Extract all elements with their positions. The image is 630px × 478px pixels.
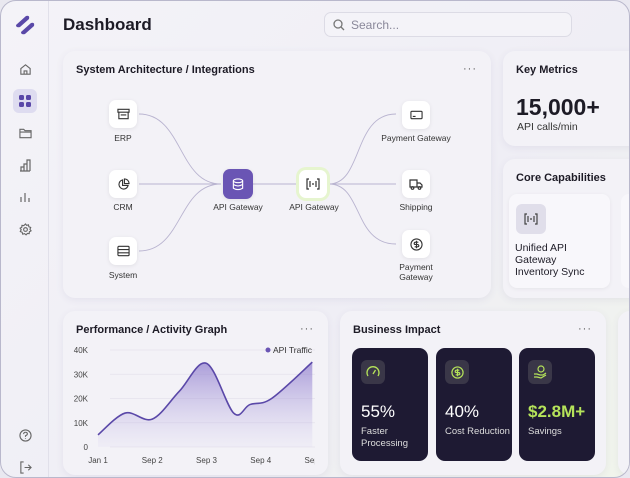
x-tick-label: Jan 1: [88, 456, 108, 465]
nav-folder[interactable]: [13, 121, 37, 145]
speedometer-icon: [361, 360, 385, 384]
metric-value: 15,000+: [516, 94, 600, 120]
gateway-label: API Gateway: [289, 202, 339, 212]
connection-lines: [138, 113, 397, 252]
partial-card: [618, 311, 629, 475]
impact-tile-savings: $2.8M+ Savings: [519, 348, 595, 461]
capability-item[interactable]: Unified API Gateway Inventory Sync: [509, 194, 610, 288]
nav-home[interactable]: [13, 57, 37, 81]
series-line: [97, 361, 313, 436]
store-icon: [116, 108, 130, 120]
help-button[interactable]: [13, 423, 37, 447]
capabilities-title: Core Capabilities: [516, 172, 606, 184]
capability-item-partial[interactable]: [621, 194, 629, 288]
nav-analytics[interactable]: [13, 185, 37, 209]
bar-chart-icon: [20, 158, 31, 172]
hand-coin-icon: [528, 360, 552, 384]
truck-icon: [409, 178, 423, 190]
performance-card: Performance / Activity Graph ··· 0 10K 20K…: [63, 311, 328, 475]
key-metrics-card: Key Metrics 15,000+ API calls/min: [503, 51, 629, 146]
metric-label: API calls/min: [517, 121, 578, 133]
folder-icon: [18, 128, 32, 139]
x-tick-label: Sep 4: [250, 456, 271, 465]
dollar-cycle-icon: [445, 360, 469, 384]
home-icon: [19, 63, 31, 75]
payment-gateway-label: Payment Gateway: [399, 262, 433, 282]
search-placeholder: Search...: [351, 17, 400, 32]
system-node[interactable]: [109, 237, 137, 265]
payment-gateway-node[interactable]: [402, 230, 430, 258]
server-icon: [116, 245, 130, 257]
y-tick-label: 0: [84, 443, 89, 452]
more-options-button[interactable]: ···: [578, 323, 592, 335]
search-input[interactable]: Search...: [324, 12, 572, 37]
shipping-node[interactable]: [402, 170, 430, 198]
gateway-node[interactable]: [299, 170, 327, 198]
api-bracket-icon: [516, 204, 546, 234]
credit-card-icon: [409, 110, 423, 120]
legend-label: API Traffic: [273, 345, 313, 355]
api-bracket-icon: [306, 178, 320, 190]
database-icon: [232, 177, 244, 190]
impact-label: Savings: [528, 426, 562, 437]
system-label: System: [108, 270, 138, 280]
dollar-icon: [409, 237, 423, 251]
logout-button[interactable]: [13, 455, 37, 477]
nav-dashboard[interactable]: [13, 89, 37, 113]
crm-node[interactable]: [109, 170, 137, 198]
metrics-title: Key Metrics: [516, 64, 578, 76]
y-tick-label: 10K: [74, 419, 89, 428]
page-title: Dashboard: [63, 15, 152, 34]
logout-icon: [19, 460, 32, 474]
shipping-label: Shipping: [399, 202, 433, 212]
payment-label: Payment Gateway: [381, 133, 451, 143]
nav-settings[interactable]: [13, 217, 37, 241]
activity-chart: 0 10K 20K 30K 40K Jan 1 Sep 2 Sep 3 Sep 4 Sep 5 AP…: [74, 345, 326, 465]
series-area: [98, 362, 313, 447]
y-tick-label: 30K: [74, 370, 89, 379]
y-tick-label: 20K: [74, 395, 89, 404]
impact-label: Cost Reduction: [445, 426, 510, 437]
impact-title: Business Impact: [353, 324, 441, 336]
business-impact-card: Business Impact ··· 55% Faster Processin…: [340, 311, 606, 475]
erp-node[interactable]: [109, 100, 137, 128]
grid-icon: [19, 95, 31, 107]
sidebar: [1, 1, 49, 477]
hub-node[interactable]: [223, 169, 253, 199]
impact-label: Faster Processing: [361, 426, 408, 449]
impact-value: 55%: [361, 402, 396, 421]
nav-reports[interactable]: [13, 153, 37, 177]
x-tick-label: Sep 2: [142, 456, 163, 465]
architecture-card: System Architecture / Integrations ··· E…: [63, 51, 491, 298]
impact-value: $2.8M+: [528, 402, 586, 421]
architecture-title: System Architecture / Integrations: [76, 64, 255, 76]
x-tick-label: Sep 3: [196, 456, 217, 465]
hub-label: API Gateway: [213, 202, 263, 212]
logo-icon: [16, 15, 35, 35]
help-icon: [18, 428, 32, 442]
impact-value: 40%: [445, 402, 480, 421]
pie-chart-icon: [117, 177, 130, 190]
more-options-button[interactable]: ···: [463, 63, 477, 75]
legend-marker: [265, 347, 271, 353]
gear-icon: [18, 222, 32, 236]
impact-tile-processing: 55% Faster Processing: [352, 348, 428, 461]
analytics-icon: [20, 193, 30, 202]
performance-title: Performance / Activity Graph: [76, 324, 228, 336]
capability-label: Unified API Gateway Inventory Sync: [515, 242, 585, 278]
x-tick-label: Sep 5: [305, 456, 326, 465]
more-options-button[interactable]: ···: [300, 323, 314, 335]
crm-label: CRM: [113, 202, 133, 212]
search-icon: [333, 18, 345, 30]
impact-tile-cost: 40% Cost Reduction: [436, 348, 512, 461]
core-capabilities-card: Core Capabilities Unified API Gateway In…: [503, 159, 629, 298]
payment-node[interactable]: [402, 101, 430, 129]
erp-label: ERP: [114, 133, 132, 143]
y-tick-label: 40K: [74, 346, 89, 355]
